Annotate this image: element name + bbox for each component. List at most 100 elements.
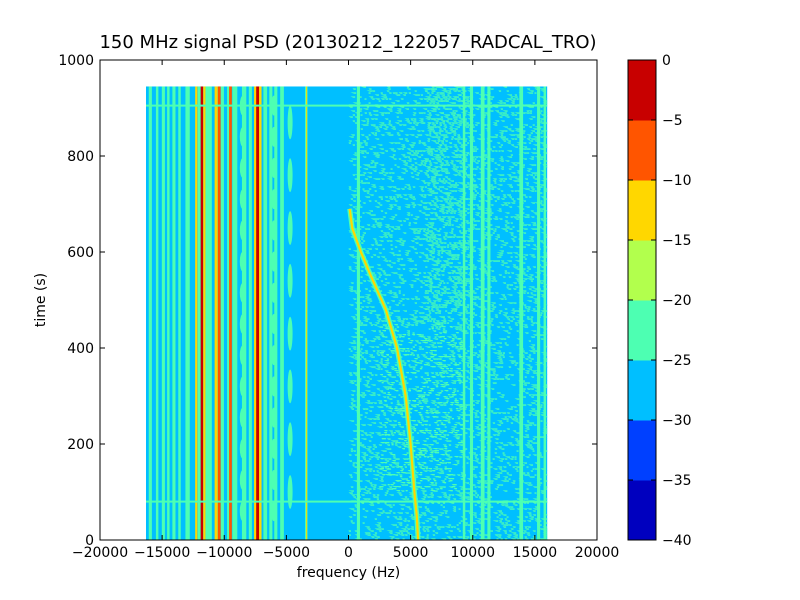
carrier-stripe (487, 86, 491, 541)
x-tick-label: 0 (344, 545, 353, 561)
carrier-stripe (263, 86, 268, 541)
y-axis-label: time (s) (33, 273, 49, 327)
horizontal-artifact (145, 500, 548, 503)
carrier-stripe (469, 86, 474, 541)
beat-blob (287, 211, 293, 245)
beat-blob (239, 251, 246, 272)
x-tick-label: 5000 (393, 545, 429, 561)
carrier-stripe (356, 86, 360, 541)
colorbar-band (628, 180, 656, 241)
colorbar-band (628, 360, 656, 421)
beat-blob (271, 126, 277, 147)
beat-blob (271, 220, 277, 241)
carrier-stripe (480, 86, 485, 541)
beat-blob (271, 501, 277, 522)
carrier-stripe (229, 86, 232, 541)
x-axis-label: frequency (Hz) (297, 565, 400, 581)
colorbar-band (628, 300, 656, 361)
noise-band (379, 324, 466, 492)
beat-blob (271, 189, 277, 210)
x-tick-label: −20000 (72, 545, 128, 561)
colorbar-tick-label: −40 (662, 533, 692, 549)
y-tick-label: 400 (67, 341, 94, 357)
spectrogram-image (145, 86, 548, 541)
beat-blob (239, 282, 246, 303)
colorbar-band (628, 420, 656, 481)
colorbar-tick-label: −25 (662, 353, 692, 369)
chart-title: 150 MHz signal PSD (20130212_122057_RADC… (99, 32, 596, 53)
carrier-stripe (306, 86, 308, 541)
carrier-stripe (519, 86, 524, 541)
carrier-stripe (195, 86, 198, 541)
beat-blob (287, 158, 293, 193)
beat-blob (239, 470, 246, 490)
spectrogram-data (145, 86, 548, 541)
carrier-stripe (214, 86, 218, 541)
carrier-stripe (167, 86, 170, 541)
colorbar-tick-label: 0 (662, 53, 671, 69)
colorbar-band (628, 120, 656, 181)
plot-area: −20000 −15000 −10000 −5000 0 5000 10000 15000 20… (58, 53, 619, 561)
beat-blob (271, 282, 277, 303)
beat-blob (271, 251, 277, 272)
x-tick-label: 15000 (513, 545, 558, 561)
carrier-stripe (537, 86, 541, 541)
x-tick-label: −15000 (134, 545, 190, 561)
x-tick-label: 20000 (575, 545, 620, 561)
colorbar-tick-label: −30 (662, 413, 692, 429)
beat-blob (271, 407, 277, 428)
carrier-stripe (148, 86, 152, 541)
beat-blob (271, 438, 277, 459)
y-tick-label: 600 (67, 245, 94, 261)
carrier-stripe (256, 86, 260, 541)
carrier-stripe (200, 86, 204, 541)
beat-blob (287, 105, 293, 140)
carrier-stripe (185, 86, 190, 541)
beat-blob (239, 126, 246, 147)
colorbar-band (628, 240, 656, 301)
beat-blob (239, 407, 246, 428)
carrier-stripe (259, 86, 262, 541)
carrier-stripe (543, 86, 547, 541)
noise-band (423, 86, 477, 324)
carrier-stripe (178, 86, 181, 541)
beat-blob (239, 345, 246, 366)
carrier-stripe (227, 86, 231, 541)
carrier-stripe (172, 86, 176, 541)
carrier-stripe (274, 86, 278, 541)
beat-blob (271, 345, 277, 366)
spectrogram-background (145, 86, 548, 541)
beat-blob (271, 158, 277, 178)
noise-band (348, 86, 548, 540)
x-tick-label: −5000 (263, 545, 310, 561)
beat-blob (271, 376, 277, 397)
horizontal-artifact (145, 104, 548, 107)
carrier-stripe (462, 86, 466, 541)
y-tick-label: 0 (85, 533, 94, 549)
y-tick-label: 800 (67, 149, 94, 165)
carrier-stripe (203, 86, 206, 541)
colorbar-tick-label: −10 (662, 173, 692, 189)
colorbar-tick-label: −35 (662, 473, 692, 489)
x-axis: −20000 −15000 −10000 −5000 0 5000 10000 15000 20… (72, 60, 619, 561)
beat-blob (239, 220, 246, 241)
beat-blob (239, 189, 246, 210)
carrier-stripe (161, 86, 165, 541)
beat-blob (239, 438, 246, 459)
carrier-stripe (280, 86, 284, 541)
x-tick-label: −10000 (196, 545, 252, 561)
sweep-signal (348, 208, 420, 541)
carrier-stripe (248, 86, 252, 541)
beat-blob (287, 263, 293, 298)
beat-blob (287, 316, 293, 351)
beat-blob (287, 369, 293, 404)
carrier-stripe (254, 86, 257, 541)
colorbar: −40 −35 −30 −25 −20 −15 −10 −5 0 (627, 53, 692, 549)
beat-blob (287, 422, 293, 457)
y-axis: 0 200 400 600 800 1000 (58, 53, 597, 549)
carrier-stripe (205, 86, 212, 541)
colorbar-band (628, 480, 656, 541)
beat-blob (239, 158, 246, 178)
carrier-stripe (241, 86, 247, 541)
